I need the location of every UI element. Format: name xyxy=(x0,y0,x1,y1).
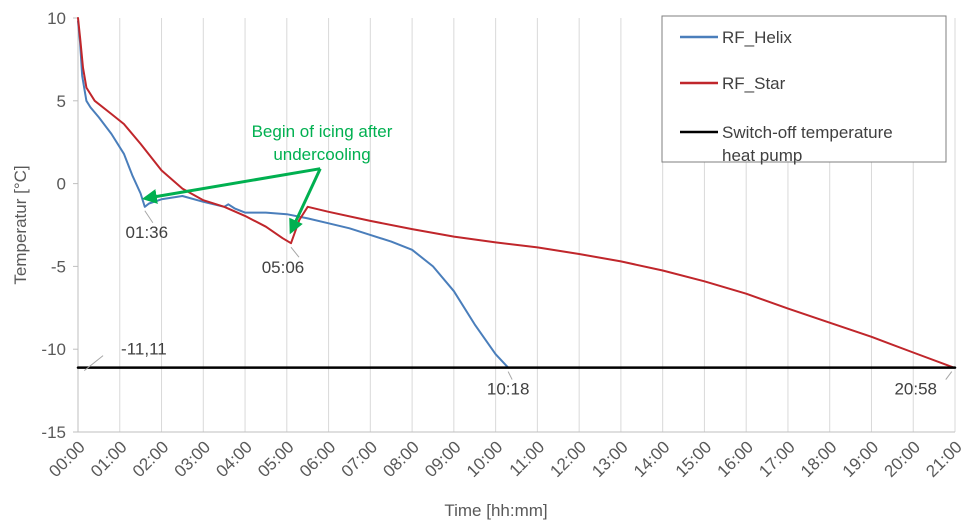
y-tick-label: -10 xyxy=(41,340,66,359)
y-tick-label: -15 xyxy=(41,423,66,442)
x-tick-label: 17:00 xyxy=(755,437,799,481)
y-tick-labels: 10 5 0 -5 -10 -15 xyxy=(41,9,66,442)
x-tick-label: 14:00 xyxy=(630,437,674,481)
annotation-label: -11,11 xyxy=(121,340,167,359)
x-axis-title: Time [hh:mm] xyxy=(444,501,547,520)
series-line-rf-helix xyxy=(77,20,510,369)
annotation-label: 05:06 xyxy=(262,258,305,277)
x-tick-label: 11:00 xyxy=(506,437,549,480)
x-tick-label: 13:00 xyxy=(588,437,632,481)
annotation-green-line1: Begin of icing after xyxy=(252,122,393,141)
series-line-rf-star xyxy=(77,17,955,369)
annotation-leader xyxy=(507,371,513,380)
x-tick-label: 15:00 xyxy=(672,437,716,481)
x-tick-label: 16:00 xyxy=(713,437,757,481)
annotation-label: 01:36 xyxy=(126,223,169,242)
x-tick-label: 18:00 xyxy=(797,437,841,481)
x-tick-label: 21:00 xyxy=(922,437,961,481)
annotation-label: 10:18 xyxy=(487,380,530,399)
annotation-label: 20:58 xyxy=(894,380,937,399)
annotation-leader xyxy=(290,246,300,258)
x-tick-label: 02:00 xyxy=(129,437,173,481)
legend-box xyxy=(661,15,947,163)
x-tick-label: 03:00 xyxy=(171,437,215,481)
x-tick-label: 09:00 xyxy=(421,437,465,481)
x-tick-label: 19:00 xyxy=(839,437,883,481)
annotation-leader-switchoff xyxy=(83,355,104,371)
x-tick-label: 06:00 xyxy=(296,437,340,481)
y-tick-label: -5 xyxy=(51,257,66,276)
annotation-leader xyxy=(945,371,953,380)
y-tick-label: 5 xyxy=(57,92,66,111)
annotation-arrow xyxy=(289,168,322,235)
x-tick-label: 08:00 xyxy=(379,437,423,481)
y-tick-label: 10 xyxy=(47,9,66,28)
annotation-green-line2: undercooling xyxy=(273,145,370,164)
x-tick-label: 05:00 xyxy=(254,437,298,481)
chart-axes xyxy=(73,17,955,433)
x-tick-label: 12:00 xyxy=(546,437,590,481)
x-tick-label: 04:00 xyxy=(212,437,256,481)
chart-series xyxy=(76,17,957,369)
x-tick-label: 10:00 xyxy=(463,437,507,481)
x-tick-labels: 00:0001:0002:0003:0004:0005:0006:0007:00… xyxy=(45,437,961,481)
annotation-leader xyxy=(144,210,154,224)
legend-label-switch-off-line1: Switch-off temperature xyxy=(722,123,893,142)
x-tick-label: 00:00 xyxy=(45,437,89,481)
annotation-arrow xyxy=(141,167,321,204)
legend-label-switch-off: Switch-off temperature heat pump xyxy=(722,123,897,165)
chart-grid xyxy=(77,18,956,432)
y-axis-title: Temperatur [°C] xyxy=(11,165,30,284)
x-tick-label: 07:00 xyxy=(338,437,382,481)
chart-annotations: Begin of icing after undercooling 01:36 05:… xyxy=(83,122,953,399)
legend-label-rf-star: RF_Star xyxy=(722,74,786,93)
legend-label-rf-helix: RF_Helix xyxy=(722,28,792,47)
x-tick-label: 01:00 xyxy=(87,437,131,481)
x-tick-label: 20:00 xyxy=(881,437,925,481)
legend: RF_Helix RF_Star Switch-off temperature … xyxy=(661,15,947,165)
y-tick-label: 0 xyxy=(57,175,66,194)
legend-label-switch-off-line2: heat pump xyxy=(722,146,802,165)
